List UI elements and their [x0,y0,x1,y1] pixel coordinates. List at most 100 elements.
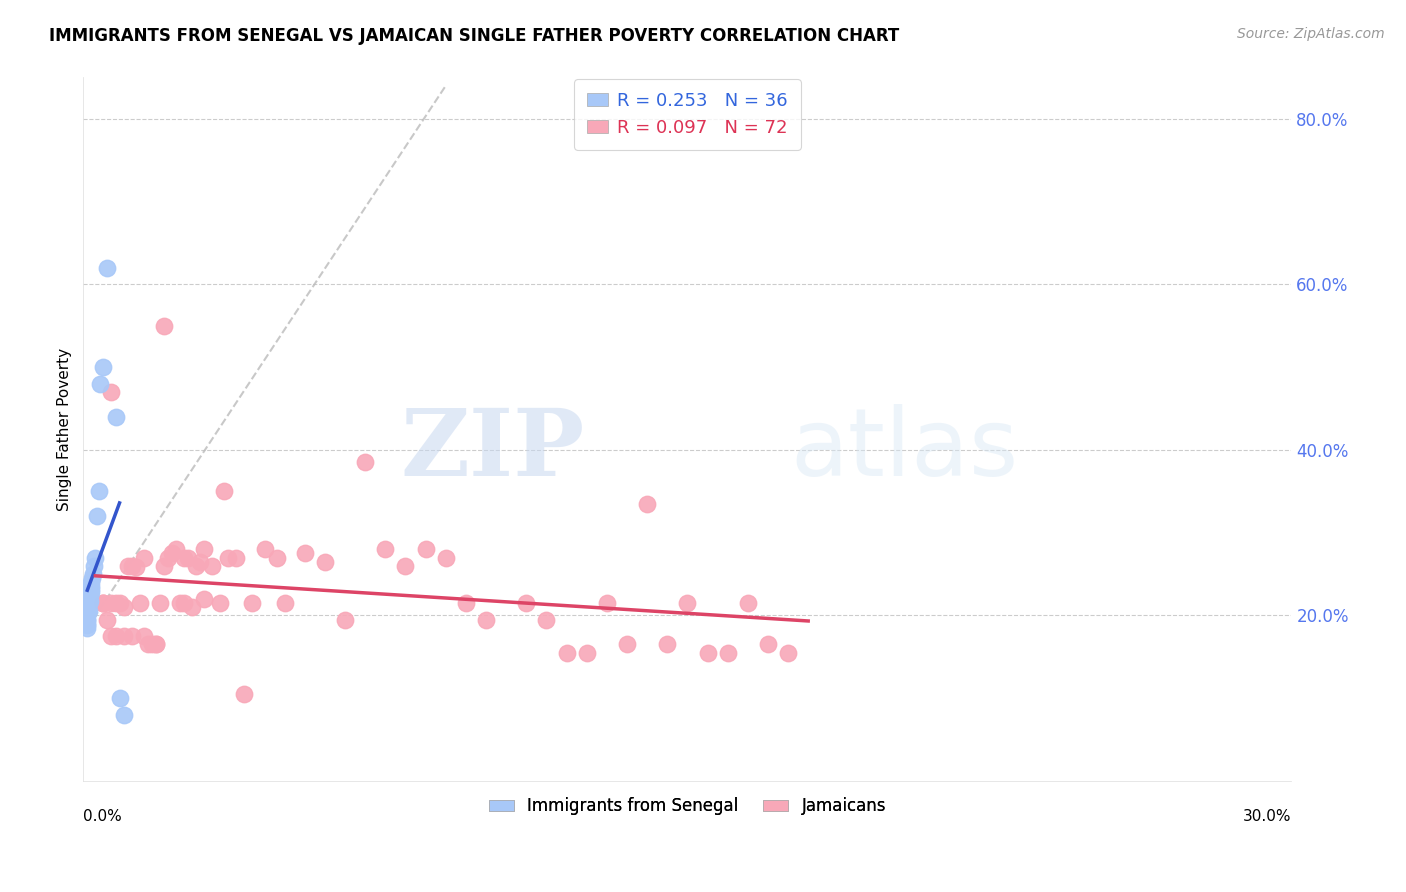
Point [209,596,232,610]
Point [454,596,477,610]
Point [177,550,200,565]
Point [77,604,100,618]
Point [77,596,100,610]
Text: Source: ZipAtlas.com: Source: ZipAtlas.com [1237,27,1385,41]
Point [104,409,127,424]
Point [145,637,167,651]
Point [294,546,316,560]
Point [616,637,638,651]
Point [80,582,103,596]
Point [76,600,98,615]
Point [96,260,118,275]
Point [266,550,288,565]
Point [100,629,122,643]
Point [77,602,100,616]
Point [333,613,356,627]
Point [434,550,457,565]
Point [84,550,107,565]
Point [717,646,740,660]
Point [76,596,98,610]
Y-axis label: Single Father Poverty: Single Father Poverty [58,348,72,511]
Point [82,567,104,582]
Point [696,646,718,660]
Point [76,618,98,632]
Point [77,596,100,610]
Text: 0.0%: 0.0% [83,809,122,824]
Point [76,608,98,623]
Point [217,550,239,565]
Point [145,637,167,651]
Point [77,591,100,606]
Point [121,558,143,573]
Point [132,629,155,643]
Point [776,646,799,660]
Point [193,542,215,557]
Point [188,555,211,569]
Point [104,629,127,643]
Point [93,596,115,610]
Point [93,360,115,375]
Point [596,596,619,610]
Point [76,621,98,635]
Point [79,585,101,599]
Legend: Immigrants from Senegal, Jamaicans: Immigrants from Senegal, Jamaicans [482,790,893,822]
Point [80,575,103,590]
Point [141,637,163,651]
Point [515,596,537,610]
Point [636,497,658,511]
Point [79,583,101,598]
Point [575,646,598,660]
Point [112,707,135,722]
Point [77,588,100,602]
Point [676,596,699,610]
Point [374,542,396,557]
Point [76,608,98,623]
Point [93,596,115,610]
Point [76,613,98,627]
Text: ZIP: ZIP [401,405,585,495]
Point [96,613,118,627]
Point [555,646,578,660]
Point [128,596,150,610]
Point [108,596,131,610]
Point [242,596,264,610]
Point [89,376,111,391]
Point [160,546,183,560]
Point [536,613,558,627]
Point [657,637,679,651]
Text: 30.0%: 30.0% [1243,809,1292,824]
Point [253,542,276,557]
Point [100,384,122,399]
Point [201,558,224,573]
Point [153,318,176,333]
Point [193,591,215,606]
Point [136,637,159,651]
Point [149,596,172,610]
Point [212,484,235,499]
Point [173,596,195,610]
Point [181,600,204,615]
Point [273,596,295,610]
Point [93,596,115,610]
Point [132,550,155,565]
Point [165,542,187,557]
Point [394,558,416,573]
Point [121,629,143,643]
Point [76,613,98,627]
Point [225,550,247,565]
Point [475,613,498,627]
Point [124,560,146,574]
Point [153,558,176,573]
Point [76,604,98,618]
Point [83,558,105,573]
Text: IMMIGRANTS FROM SENEGAL VS JAMAICAN SINGLE FATHER POVERTY CORRELATION CHART: IMMIGRANTS FROM SENEGAL VS JAMAICAN SING… [49,27,900,45]
Point [233,687,256,701]
Point [76,616,98,631]
Point [104,596,127,610]
Point [112,629,135,643]
Point [82,571,104,585]
Text: atlas: atlas [790,404,1018,496]
Point [79,588,101,602]
Point [87,484,110,499]
Point [354,455,377,469]
